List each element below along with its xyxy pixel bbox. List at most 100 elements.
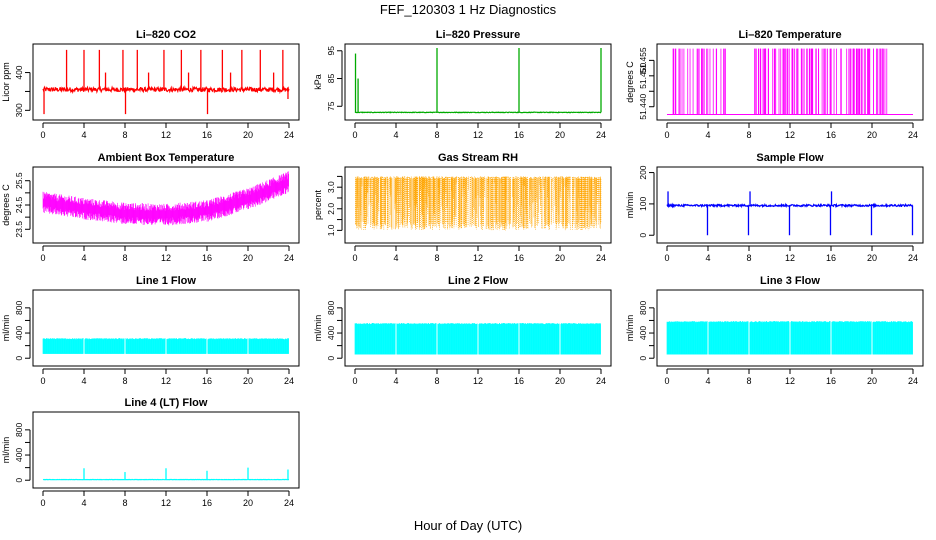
data-series [42, 49, 290, 115]
x-tick-label: 20 [243, 253, 253, 263]
y-axis: 0 100 200 [638, 165, 655, 238]
x-tick-label: 12 [785, 376, 795, 386]
y-axis: 75 85 95 [326, 46, 343, 111]
x-tick-label: 16 [202, 253, 212, 263]
y-tick-label: 23.5 [14, 221, 24, 238]
x-tick-label: 20 [243, 498, 253, 508]
x-tick-label: 0 [352, 376, 357, 386]
x-tick-label: 24 [284, 376, 294, 386]
y-tick-label: 0 [638, 356, 648, 361]
x-tick-label: 16 [202, 376, 212, 386]
x-tick-label: 8 [746, 253, 751, 263]
x-tick-label: 0 [664, 253, 669, 263]
y-tick-label: 0 [326, 356, 336, 361]
x-tick-label: 20 [243, 130, 253, 140]
x-tick-label: 16 [202, 130, 212, 140]
y-axis: 0 400 800 [638, 300, 655, 361]
x-tick-label: 8 [122, 253, 127, 263]
y-axis: 300 400 [14, 65, 31, 117]
x-tick-label: 24 [596, 130, 606, 140]
y-tick-label: 2.0 [326, 203, 336, 215]
x-tick-label: 8 [122, 376, 127, 386]
plot-frame [32, 43, 300, 121]
y-tick-label: 400 [14, 65, 24, 79]
y-tick-label: 400 [14, 448, 24, 462]
x-tick-label: 20 [243, 376, 253, 386]
data-series [667, 48, 913, 115]
x-tick-label: 12 [161, 376, 171, 386]
y-tick-label: 400 [638, 326, 648, 340]
panel-4: Ambient Box Temperature degrees C 0 4 8 12 16 2… [1, 152, 300, 263]
series-line [354, 111, 601, 114]
panel-6: Sample Flow ml/min 0 4 8 12 16 20 24 0 100 200 [625, 152, 924, 263]
y-tick-label: 51.455 [638, 47, 648, 73]
y-tick-label: 95 [326, 46, 336, 56]
x-tick-label: 4 [705, 130, 710, 140]
x-tick-label: 20 [555, 130, 565, 140]
x-tick-label: 20 [555, 253, 565, 263]
x-tick-label: 16 [514, 376, 524, 386]
plot-frame [656, 289, 924, 367]
y-tick-label: 800 [326, 300, 336, 314]
panel-8: Line 2 Flow ml/min 0 4 8 12 16 20 24 0 400 800 [313, 275, 612, 386]
panel-title: Line 3 Flow [760, 275, 820, 287]
plot-frame [656, 166, 924, 244]
x-tick-label: 0 [664, 130, 669, 140]
data-series [666, 321, 913, 355]
x-tick-label: 4 [81, 498, 86, 508]
x-tick-label: 8 [746, 376, 751, 386]
panel-title: Line 1 Flow [136, 275, 196, 287]
panel-1: Li–820 CO2 Licor ppm 0 4 8 12 16 20 24 300 400 [1, 29, 300, 140]
x-tick-label: 0 [352, 253, 357, 263]
x-axis: 0 4 8 12 16 20 24 [352, 245, 606, 263]
panel-title: Line 4 (LT) Flow [125, 397, 208, 409]
x-tick-label: 16 [826, 130, 836, 140]
data-series [42, 467, 290, 481]
y-axis-label: ml/min [313, 315, 323, 342]
y-tick-label: 51.440 [638, 93, 648, 119]
x-tick-label: 16 [514, 253, 524, 263]
x-tick-label: 8 [122, 130, 127, 140]
data-series [355, 176, 602, 231]
y-axis-label: ml/min [625, 315, 635, 342]
y-axis: 0 400 800 [326, 300, 343, 361]
y-tick-label: 75 [326, 101, 336, 111]
x-tick-label: 24 [284, 498, 294, 508]
x-tick-label: 20 [867, 130, 877, 140]
panel-7: Line 1 Flow ml/min 0 4 8 12 16 20 24 0 400 800 [1, 275, 300, 386]
x-tick-label: 16 [514, 130, 524, 140]
x-tick-label: 8 [746, 130, 751, 140]
x-axis: 0 4 8 12 16 20 24 [40, 490, 294, 508]
x-tick-label: 20 [867, 253, 877, 263]
x-axis: 0 4 8 12 16 20 24 [352, 368, 606, 386]
panel-title: Li–820 Temperature [738, 29, 841, 41]
panel-title: Gas Stream RH [438, 152, 518, 164]
y-axis: 1.0 2.0 3.0 [326, 175, 343, 236]
x-tick-label: 24 [908, 376, 918, 386]
x-tick-label: 0 [40, 130, 45, 140]
plot-frame [656, 43, 924, 121]
plot-frame [32, 289, 300, 367]
y-tick-label: 0 [638, 233, 648, 238]
x-tick-label: 0 [40, 498, 45, 508]
x-tick-label: 4 [705, 376, 710, 386]
y-tick-label: 85 [326, 74, 336, 84]
data-series [354, 322, 601, 355]
x-tick-label: 12 [161, 498, 171, 508]
y-axis-label: ml/min [1, 315, 11, 342]
x-tick-label: 4 [705, 253, 710, 263]
x-tick-label: 24 [596, 253, 606, 263]
y-axis-label: degrees C [1, 184, 11, 226]
x-tick-label: 24 [284, 253, 294, 263]
y-axis: 0 400 800 [14, 422, 31, 483]
y-tick-label: 0 [14, 478, 24, 483]
x-tick-label: 24 [908, 253, 918, 263]
x-tick-label: 8 [122, 498, 127, 508]
y-tick-label: 1.0 [326, 224, 336, 236]
x-axis: 0 4 8 12 16 20 24 [40, 245, 294, 263]
x-tick-label: 12 [785, 253, 795, 263]
plot-frame [344, 166, 612, 244]
y-tick-label: 400 [326, 326, 336, 340]
y-axis-label: percent [313, 189, 323, 220]
